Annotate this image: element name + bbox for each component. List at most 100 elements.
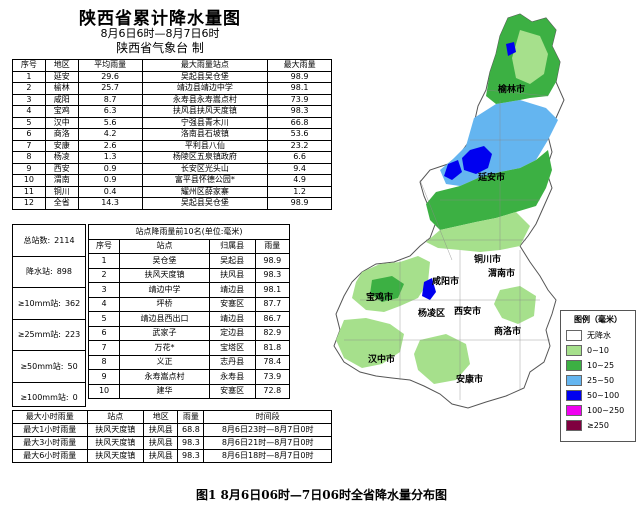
table-cell: 万花* <box>119 340 210 356</box>
table-cell: 扶风县 <box>142 436 179 450</box>
table-row: 10 建华 安塞区 72.8 <box>87 383 291 399</box>
table-cell: 宝塔区 <box>208 340 256 356</box>
table-cell: 靖边县靖边中学 <box>141 82 269 95</box>
table-cell: 8 <box>12 151 46 164</box>
table-cell: 82.9 <box>254 325 291 341</box>
summary-item: 总站数: 2114 <box>13 225 85 257</box>
table-cell: 全省 <box>44 197 79 210</box>
table-cell: 永寿县永寿嵩点村 <box>141 93 269 106</box>
table-cell: 西安 <box>44 162 79 175</box>
summary-label: ≥100mm站: <box>20 393 69 403</box>
summary-label: 总站数: <box>23 235 51 245</box>
table-cell: 永寿县 <box>208 369 256 385</box>
table-row: 2 扶风天度镇 扶风县 98.3 <box>87 267 291 283</box>
legend-label: 10~25 <box>587 361 615 370</box>
table-cell: 7 <box>12 139 46 152</box>
summary-label: ≥25mm站: <box>17 330 61 340</box>
table-cell: 2 <box>87 267 121 283</box>
table-cell: 1 <box>12 70 46 83</box>
rain-zone-0-10-south-e <box>494 286 536 324</box>
table-cell: 7 <box>87 340 121 356</box>
table-row: 6 武家子 定边县 82.9 <box>87 325 291 341</box>
table-row: 5 汉中 5.6 宁强县青木川 66.8 <box>12 116 332 129</box>
city-label-xianyang: 咸阳市 <box>432 275 459 287</box>
table-row: 4 宝鸡 6.3 扶风县扶风天度镇 98.3 <box>12 105 332 118</box>
table-cell: 11 <box>12 185 46 198</box>
table-cell: 坪桥 <box>119 296 210 312</box>
summary-label: ≥50mm站: <box>20 361 64 371</box>
legend-swatch <box>566 390 582 401</box>
table-cell: 73.9 <box>254 369 291 385</box>
legend-item: 10~25 <box>561 358 635 373</box>
table-cell: 98.1 <box>254 282 291 298</box>
legend-label: 0~10 <box>587 346 609 355</box>
shaanxi-rainfall-map[interactable]: 榆林市 延安市 铜川市 渭南市 咸阳市 宝鸡市 西安市 杨凌区 汉中市 商洛市 … <box>300 0 643 480</box>
table-cell: 杨陵区五泉镇政府 <box>141 151 269 164</box>
city-label-ankang: 安康市 <box>456 373 483 385</box>
table-cell: 81.8 <box>254 340 291 356</box>
rain-zone-10-25-baoji <box>370 276 404 302</box>
table-cell: 最大1小时雨量 <box>12 423 88 437</box>
table-header-row: 序号 站点 归属县 雨量 <box>87 238 291 254</box>
table-cell: 平利县八仙 <box>141 139 269 152</box>
table-cell: 吴起县 <box>208 253 256 269</box>
column-header: 雨量 <box>254 238 291 254</box>
legend-swatch <box>566 375 582 386</box>
table-cell: 6.3 <box>77 105 143 118</box>
table-cell: 安塞区 <box>208 296 256 312</box>
table-cell: 4 <box>87 296 121 312</box>
table-row: 2 榆林 25.7 靖边县靖边中学 98.1 <box>12 82 332 95</box>
rain-zone-50-100-a <box>462 146 492 174</box>
figure-caption: 图1 8月6日06时—7日06时全省降水量分布图 <box>196 488 447 502</box>
table-row: 10 渭南 0.9 富平县怀德公园* 4.9 <box>12 174 332 187</box>
table-cell: 靖边县 <box>208 311 256 327</box>
table-cell: 永寿嵩点村 <box>119 369 210 385</box>
table-cell: 6 <box>12 128 46 141</box>
table-cell: 8.7 <box>77 93 143 106</box>
table-cell: 98.3 <box>254 267 291 283</box>
table-row: 最大3小时雨量 扶风天度镇 扶风县 98.3 8月6日21时—8月7日0时 <box>12 436 332 450</box>
summary-item: ≥10mm站: 362 <box>13 288 85 320</box>
table-cell: 武家子 <box>119 325 210 341</box>
summary-value: 50 <box>67 361 78 371</box>
column-header: 地区 <box>142 410 179 424</box>
rain-zone-0-10-south-c <box>336 318 404 368</box>
table-cell: 扶风天度镇 <box>86 436 145 450</box>
table-cell: 最大6小时雨量 <box>12 449 88 463</box>
summary-value: 0 <box>72 393 78 403</box>
table-cell: 商洛 <box>44 128 79 141</box>
summary-item: ≥50mm站: 50 <box>13 351 85 383</box>
table-cell: 3 <box>12 93 46 106</box>
summary-value: 898 <box>56 267 72 277</box>
table-cell: 0.4 <box>77 185 143 198</box>
table-cell: 5.6 <box>77 116 143 129</box>
table-row: 3 靖边中学 靖边县 98.1 <box>87 282 291 298</box>
rain-zone-0-10-ankang <box>414 334 470 384</box>
legend-item: 无降水 <box>561 328 635 343</box>
table-cell: 10 <box>87 383 121 399</box>
table-cell: 5 <box>87 311 121 327</box>
summary-value: 362 <box>64 298 81 308</box>
table-cell: 8月6日18时—8月7日0时 <box>203 449 332 463</box>
column-header: 序号 <box>12 59 46 72</box>
legend-swatch <box>566 345 582 356</box>
table-row: 1 吴仓堡 吴起县 98.9 <box>87 253 291 269</box>
table-cell: 定边县 <box>208 325 256 341</box>
station-summary: 总站数: 2114 降水站: 898 ≥10mm站: 362 ≥25mm站: 223 ≥50mm… <box>12 224 86 407</box>
table-cell: 23.2 <box>267 139 332 152</box>
table-cell: 68.8 <box>177 423 205 437</box>
table-cell: 1.2 <box>267 185 332 198</box>
legend-label: 25~50 <box>587 376 615 385</box>
table-cell: 9 <box>12 162 46 175</box>
table-cell: 汉中 <box>44 116 79 129</box>
column-header: 归属县 <box>208 238 256 254</box>
legend-swatch <box>566 360 582 371</box>
max-hourly-rainfall-table: 最大小时雨量 站点 地区 雨量 时间段 最大1小时雨量 扶风天度镇 扶风县 68.8 8月6日2… <box>12 410 332 463</box>
table-row: 3 咸阳 8.7 永寿县永寿嵩点村 73.9 <box>12 93 332 106</box>
summary-item: ≥100mm站: 0 <box>13 383 85 414</box>
table-cell: 6.6 <box>267 151 332 164</box>
table-cell: 靖边县 <box>208 282 256 298</box>
table-cell: 9 <box>87 369 121 385</box>
table-row: 8 义正 志丹县 78.4 <box>87 354 291 370</box>
summary-label: ≥10mm站: <box>17 298 61 308</box>
